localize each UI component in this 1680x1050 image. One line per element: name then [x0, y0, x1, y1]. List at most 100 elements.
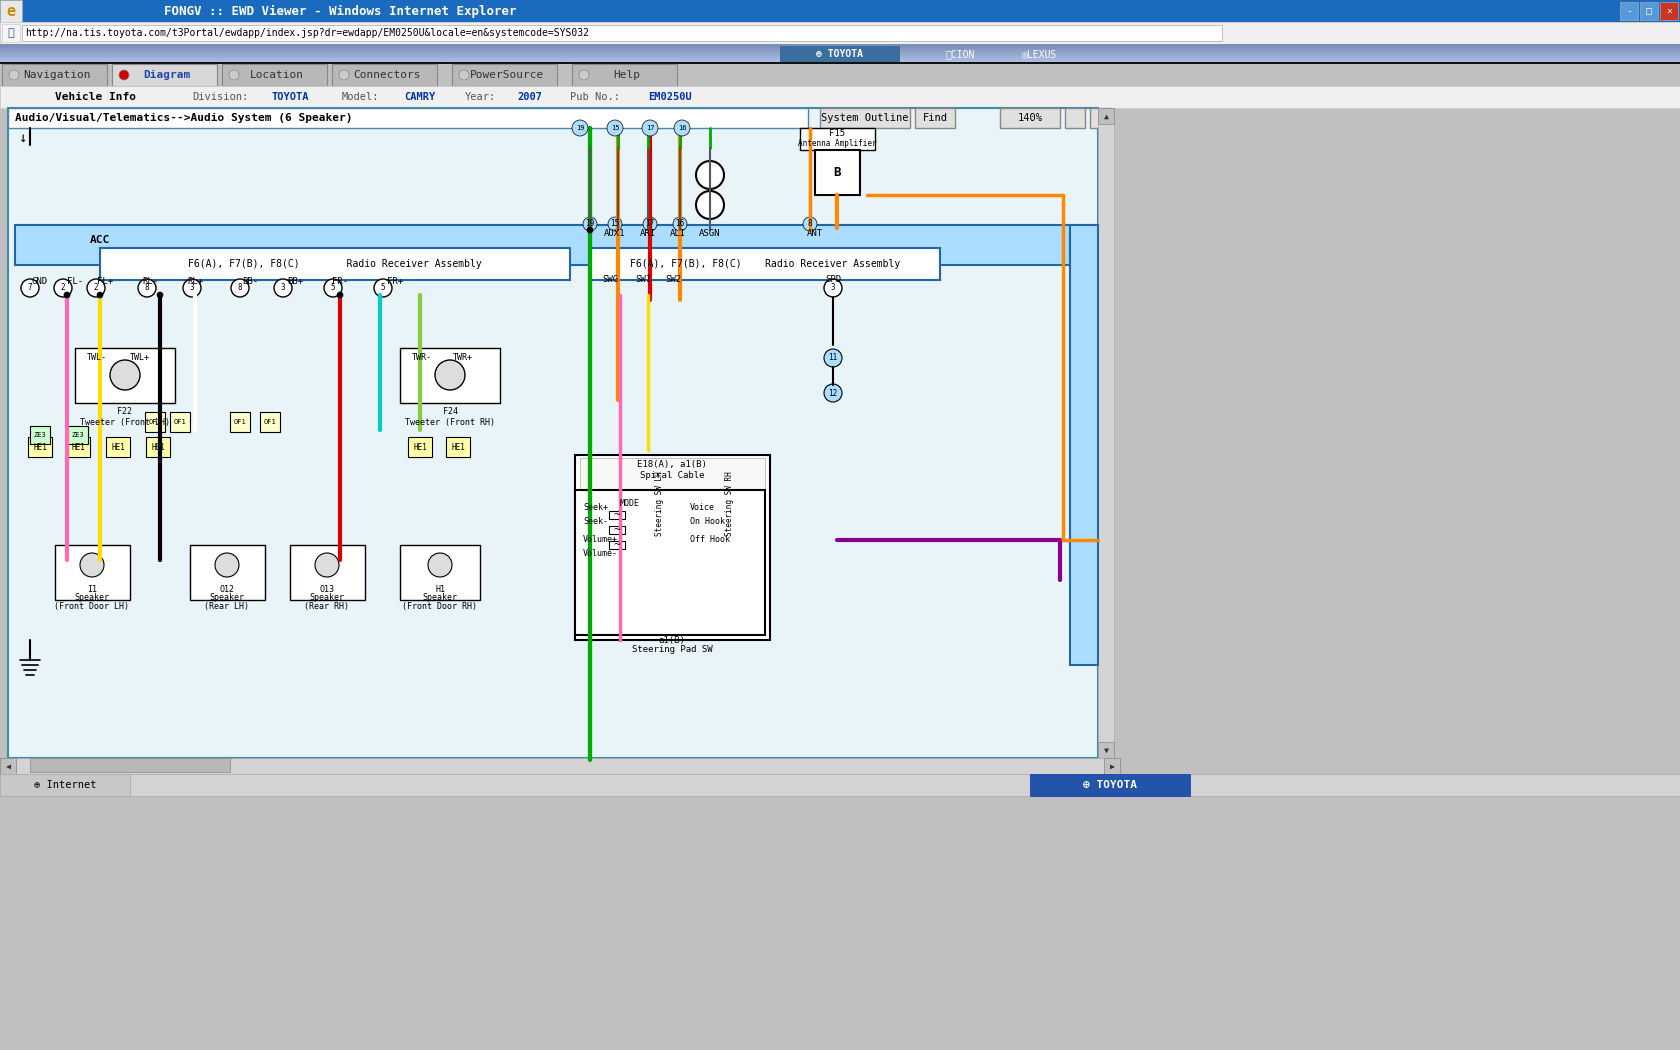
Text: □: □: [1646, 6, 1651, 16]
Text: Speaker: Speaker: [422, 593, 457, 603]
Text: ZE3: ZE3: [34, 432, 47, 438]
Bar: [106, 437, 129, 457]
Bar: [1640, 2, 1658, 20]
Text: System Outline: System Outline: [822, 113, 909, 123]
Bar: [113, 64, 217, 86]
Bar: [67, 426, 87, 444]
Text: Tweeter (Front RH): Tweeter (Front RH): [405, 418, 496, 426]
Text: Steering SW RH: Steering SW RH: [726, 471, 734, 537]
Text: ~: ~: [613, 540, 620, 550]
Text: F6(A), F7(B), F8(C)        Radio Receiver Assembly: F6(A), F7(B), F8(C) Radio Receiver Assem…: [188, 259, 482, 269]
Text: O12: O12: [220, 586, 235, 594]
Circle shape: [109, 360, 139, 390]
Text: Model:: Model:: [341, 92, 378, 102]
Text: RL+: RL+: [186, 277, 203, 287]
Text: FONGV :: EWD Viewer - Windows Internet Explorer: FONGV :: EWD Viewer - Windows Internet E…: [163, 4, 516, 18]
Bar: [230, 412, 250, 432]
Text: OF1: OF1: [264, 419, 277, 425]
Circle shape: [674, 120, 690, 136]
Bar: [580, 458, 764, 635]
Text: 15: 15: [610, 219, 620, 229]
Text: FL+: FL+: [97, 277, 113, 287]
Bar: [400, 545, 480, 600]
Text: ⊕ Internet: ⊕ Internet: [34, 780, 96, 790]
Bar: [66, 437, 91, 457]
Bar: [1030, 774, 1189, 796]
Text: Volume-: Volume-: [583, 549, 618, 559]
Text: Location: Location: [250, 70, 304, 80]
Text: RL-: RL-: [141, 277, 158, 287]
Text: (Rear LH): (Rear LH): [205, 602, 250, 610]
Bar: [0, 0, 1680, 22]
Bar: [190, 545, 265, 600]
Circle shape: [696, 161, 724, 189]
Text: ▼: ▼: [1104, 746, 1109, 755]
Text: SPD: SPD: [825, 275, 842, 285]
Text: ◀: ◀: [5, 761, 10, 771]
Text: (Front Door RH): (Front Door RH): [403, 602, 477, 610]
Bar: [22, 25, 1221, 41]
Text: OF1: OF1: [148, 419, 161, 425]
Bar: [101, 248, 570, 280]
Text: GND: GND: [32, 277, 49, 287]
Text: 3: 3: [190, 284, 195, 293]
Text: AUX1: AUX1: [605, 230, 625, 238]
Circle shape: [97, 292, 102, 298]
Text: Steering SW LH: Steering SW LH: [655, 471, 665, 537]
Text: Seek-: Seek-: [583, 518, 608, 526]
Circle shape: [803, 217, 816, 231]
Text: 16: 16: [675, 219, 685, 229]
Bar: [610, 541, 625, 549]
Text: SW2: SW2: [665, 275, 680, 285]
Text: Connectors: Connectors: [353, 70, 420, 80]
Text: Steering Pad SW: Steering Pad SW: [632, 646, 712, 654]
Text: O13: O13: [319, 586, 334, 594]
Circle shape: [138, 279, 156, 297]
Circle shape: [119, 70, 129, 80]
Text: 7: 7: [27, 284, 32, 293]
Bar: [575, 455, 769, 640]
Text: Speaker: Speaker: [210, 593, 245, 603]
Circle shape: [580, 70, 590, 80]
Circle shape: [232, 279, 249, 297]
Bar: [2, 24, 20, 42]
Text: 11: 11: [828, 354, 838, 362]
Text: EM0250U: EM0250U: [648, 92, 692, 102]
Text: ASGN: ASGN: [699, 230, 721, 238]
Circle shape: [459, 70, 469, 80]
Bar: [333, 64, 437, 86]
Text: Year:: Year:: [464, 92, 496, 102]
Text: ✕: ✕: [1667, 6, 1672, 16]
Text: 19: 19: [585, 219, 595, 229]
Text: 5: 5: [331, 284, 336, 293]
Text: 16: 16: [677, 125, 685, 131]
Bar: [571, 64, 677, 86]
Text: ▲: ▲: [1104, 111, 1109, 121]
Circle shape: [215, 553, 239, 578]
Text: TWR-: TWR-: [412, 354, 432, 362]
Bar: [0, 774, 129, 796]
Text: Spiral Cable: Spiral Cable: [640, 470, 704, 480]
Text: F22: F22: [118, 407, 133, 417]
Bar: [1099, 108, 1114, 758]
Circle shape: [87, 279, 104, 297]
Text: Division:: Division:: [192, 92, 249, 102]
Bar: [30, 758, 230, 772]
Circle shape: [571, 120, 588, 136]
Text: Navigation: Navigation: [24, 70, 91, 80]
Text: Find: Find: [922, 113, 948, 123]
Circle shape: [20, 279, 39, 297]
Bar: [400, 348, 501, 403]
Bar: [1099, 742, 1114, 758]
Circle shape: [435, 360, 465, 390]
Bar: [1104, 758, 1121, 774]
Bar: [222, 64, 328, 86]
Bar: [452, 64, 558, 86]
Text: F15: F15: [828, 129, 845, 139]
Text: HE1: HE1: [450, 442, 465, 452]
Text: Antenna Amplifier: Antenna Amplifier: [798, 139, 877, 147]
Bar: [260, 412, 281, 432]
Text: ▶: ▶: [1109, 761, 1114, 771]
Text: 8: 8: [237, 284, 242, 293]
Text: FR-: FR-: [333, 277, 348, 287]
